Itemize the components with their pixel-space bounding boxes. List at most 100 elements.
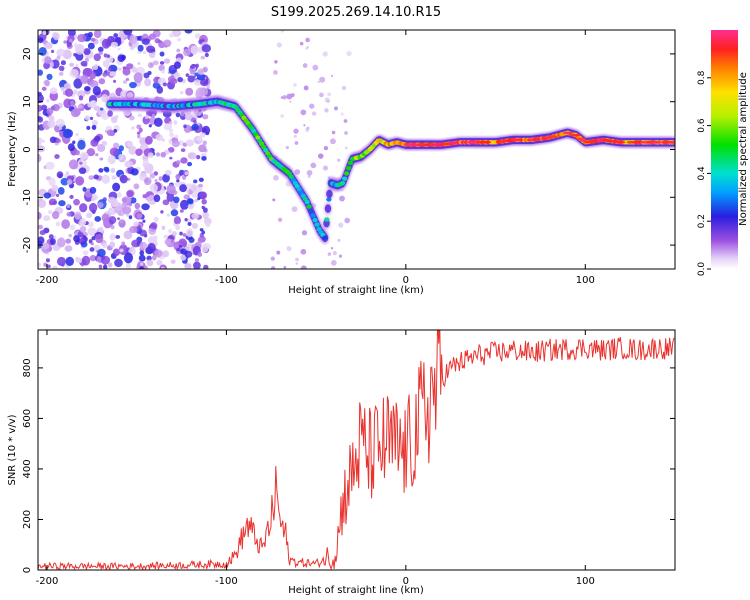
spectral-noise-blob	[169, 156, 173, 160]
spectral-noise-blob	[183, 124, 187, 129]
spectral-noise-blob	[104, 168, 110, 173]
spectral-noise-blob	[137, 113, 143, 118]
ridge-core	[316, 226, 322, 232]
spectral-noise-blob	[153, 117, 163, 127]
spectral-noise-blob	[185, 73, 190, 77]
ridge-peak	[590, 139, 599, 143]
spectral-noise-blob	[38, 155, 41, 160]
spectral-noise-blob	[90, 37, 96, 42]
spectral-noise-blob	[124, 160, 134, 168]
spectral-noise-blob	[323, 146, 329, 151]
spectral-noise-blob	[153, 216, 159, 222]
spectral-noise-blob	[346, 50, 352, 57]
spectral-noise-blob	[146, 255, 152, 261]
spectral-noise-blob	[188, 237, 195, 244]
spectral-noise-blob	[322, 51, 328, 57]
spectral-noise-blob	[123, 230, 133, 240]
colorbar-gradient	[711, 30, 738, 269]
spectral-noise-blob	[128, 145, 137, 155]
spectral-noise-blob	[301, 230, 308, 236]
spectral-noise-blob	[187, 75, 195, 83]
spectral-noise-blob	[191, 123, 199, 131]
spectral-noise-blob	[174, 134, 179, 139]
spectral-noise-blob	[170, 65, 176, 70]
spectral-noise-blob	[109, 147, 119, 156]
spectral-noise-blob	[175, 173, 181, 180]
spectral-noise-blob	[89, 80, 99, 88]
snr-x-axis: -200 -100 0 100	[36, 330, 595, 587]
spectral-noise-blob	[162, 82, 168, 87]
spectral-noise-blob	[107, 154, 116, 165]
spectral-noise-blob	[142, 51, 147, 55]
spectral-noise-blob	[331, 130, 336, 135]
spectral-noise-blob	[173, 120, 178, 125]
spectral-noise-blob	[201, 44, 212, 53]
spectral-noise-blob	[93, 174, 99, 180]
spectral-noise-blob	[113, 33, 119, 38]
spectral-noise-blob	[337, 238, 341, 242]
spectral-noise-blob	[99, 157, 104, 161]
spectral-noise-blob	[126, 63, 134, 70]
spectral-noise-blob	[83, 48, 91, 55]
spectral-noise-blob	[90, 100, 97, 107]
spectral-noise-blob	[101, 94, 109, 103]
spectral-noise-blob	[164, 238, 172, 246]
spectral-noise-blob	[293, 83, 297, 87]
spectral-noise-blob	[91, 197, 96, 202]
spectral-noise-blob	[276, 250, 281, 255]
spectral-noise-blob	[330, 260, 337, 266]
spectral-noise-blob	[126, 190, 134, 198]
spectral-noise-blob	[176, 247, 181, 252]
x-tick-label: -100	[215, 576, 238, 587]
ridge-core	[340, 180, 346, 186]
spectral-noise-blob	[131, 126, 135, 130]
spectral-noise-blob	[75, 149, 80, 156]
spectral-noise-blob	[134, 202, 141, 210]
spectral-noise-blob	[300, 109, 307, 116]
spectral-noise-blob	[121, 241, 126, 246]
spectral-noise-blob	[77, 90, 86, 98]
spectral-noise-blob	[52, 32, 60, 41]
spectral-noise-blob	[72, 140, 76, 145]
spectral-noise-blob	[48, 210, 53, 214]
spectral-noise-blob	[152, 60, 159, 66]
spectral-noise-blob	[184, 263, 192, 269]
spectral-noise-blob	[199, 132, 206, 138]
spectral-noise-blob	[176, 223, 180, 228]
spectral-noise-blob	[179, 209, 184, 213]
spectral-noise-blob	[110, 167, 116, 174]
spectral-noise-blob	[121, 197, 127, 203]
spectral-noise-blob	[344, 217, 351, 224]
x-tick-label: 100	[576, 576, 595, 587]
spectral-noise-blob	[180, 111, 185, 117]
spectral-noise-blob	[69, 68, 79, 78]
spectral-noise-blob	[202, 140, 207, 146]
spectral-noise-blob	[327, 252, 332, 256]
spectral-noise-blob	[88, 71, 97, 80]
spectral-noise-blob	[133, 183, 140, 190]
spectral-noise-blob	[52, 265, 58, 269]
spectrogram-x-label: Height of straight line (km)	[288, 285, 424, 296]
x-tick-label: -200	[36, 576, 59, 587]
spectral-noise-blob	[75, 132, 79, 137]
colorbar-tick-label: 0.8	[697, 70, 707, 85]
spectral-noise-blob	[46, 264, 51, 269]
spectral-noise-blob	[79, 161, 83, 165]
spectral-noise-blob	[66, 212, 72, 217]
spectral-noise-blob	[160, 210, 164, 214]
spectral-noise-blob	[67, 143, 75, 152]
colorbar-label: Normalized spectral amplitude	[738, 72, 749, 226]
spectral-noise-blob	[93, 105, 101, 111]
spectral-noise-blob	[43, 215, 51, 222]
ridge-core	[314, 222, 320, 227]
spectral-noise-blob	[107, 196, 117, 204]
spectral-noise-blob	[319, 76, 326, 83]
spectral-noise-blob	[98, 78, 106, 85]
spectral-noise-blob	[200, 55, 206, 60]
spectral-noise-blob	[90, 242, 94, 246]
spectral-noise-blob	[191, 212, 200, 220]
spectral-noise-blob	[91, 193, 96, 197]
spectral-noise-blob	[201, 205, 205, 210]
spectral-noise-blob	[139, 266, 144, 269]
spectral-noise-blob	[66, 203, 71, 208]
